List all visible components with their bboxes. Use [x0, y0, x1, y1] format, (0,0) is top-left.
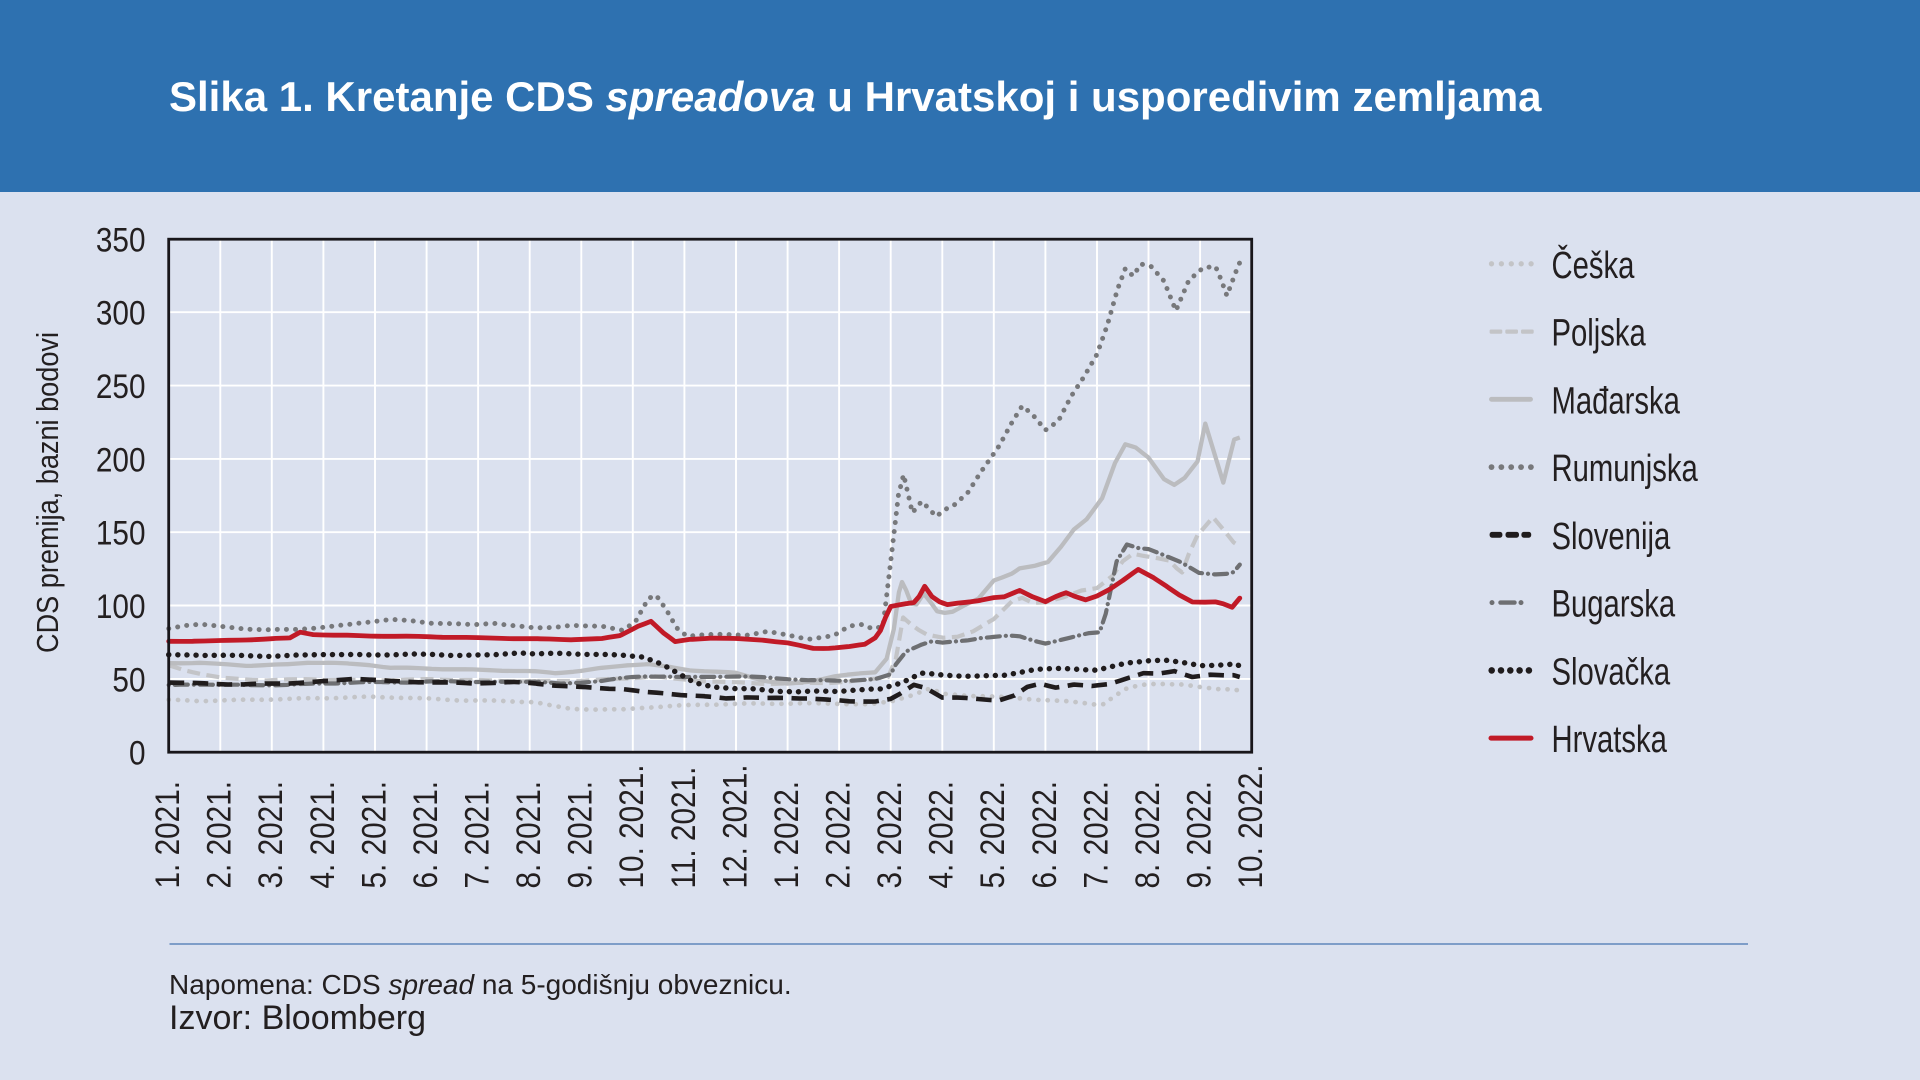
svg-text:11. 2021.: 11. 2021. [664, 767, 702, 889]
svg-text:1. 2022.: 1. 2022. [767, 781, 805, 889]
svg-text:250: 250 [96, 367, 146, 405]
svg-text:3. 2022.: 3. 2022. [870, 781, 908, 889]
svg-text:8. 2022.: 8. 2022. [1128, 781, 1166, 889]
svg-text:9. 2022.: 9. 2022. [1180, 781, 1218, 889]
svg-text:0: 0 [129, 734, 146, 772]
svg-text:4. 2021.: 4. 2021. [303, 781, 341, 889]
svg-text:350: 350 [96, 220, 146, 258]
svg-text:7. 2022.: 7. 2022. [1077, 781, 1115, 889]
svg-text:9. 2021.: 9. 2021. [561, 781, 599, 889]
svg-text:Mađarska: Mađarska [1552, 380, 1681, 423]
svg-text:8. 2021.: 8. 2021. [509, 781, 547, 889]
svg-text:2. 2022.: 2. 2022. [819, 781, 857, 889]
svg-text:5. 2022.: 5. 2022. [973, 781, 1011, 889]
svg-text:Poljska: Poljska [1552, 312, 1646, 355]
svg-text:10. 2021.: 10. 2021. [612, 764, 650, 888]
svg-text:Hrvatska: Hrvatska [1552, 719, 1668, 762]
svg-text:5. 2021.: 5. 2021. [355, 781, 393, 889]
svg-text:2. 2021.: 2. 2021. [200, 781, 238, 889]
svg-text:200: 200 [96, 440, 146, 478]
svg-text:6. 2021.: 6. 2021. [406, 781, 444, 889]
svg-text:7. 2021.: 7. 2021. [458, 781, 496, 889]
svg-text:Slovenija: Slovenija [1552, 515, 1671, 558]
svg-text:Češka: Češka [1552, 244, 1635, 287]
svg-text:300: 300 [96, 294, 146, 332]
svg-text:Bugarska: Bugarska [1552, 583, 1676, 626]
svg-text:10. 2022.: 10. 2022. [1231, 764, 1269, 888]
svg-text:CDS premija, bazni bodovi: CDS premija, bazni bodovi [31, 332, 65, 653]
svg-text:4. 2022.: 4. 2022. [922, 781, 960, 889]
svg-text:Rumunjska: Rumunjska [1552, 448, 1698, 491]
svg-text:Slovačka: Slovačka [1552, 651, 1671, 694]
svg-text:3. 2021.: 3. 2021. [251, 781, 289, 889]
svg-text:100: 100 [96, 587, 146, 625]
svg-text:150: 150 [96, 514, 146, 552]
svg-text:12. 2021.: 12. 2021. [716, 764, 754, 888]
svg-text:1. 2021.: 1. 2021. [148, 781, 186, 889]
svg-text:50: 50 [112, 660, 145, 698]
svg-text:6. 2022.: 6. 2022. [1025, 781, 1063, 889]
